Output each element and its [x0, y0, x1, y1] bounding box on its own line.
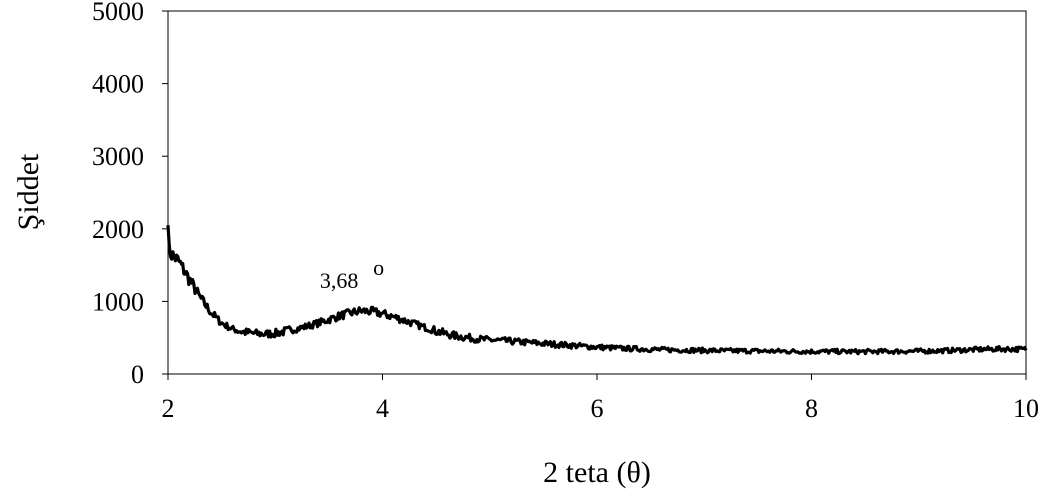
- intensity-line: [166, 225, 1028, 356]
- plot-area: [167, 10, 1027, 375]
- y-axis-ticks: 0 1000 2000 3000 4000 5000: [92, 0, 168, 389]
- x-tick-label: 6: [591, 394, 604, 423]
- y-tick-label: 3000: [92, 142, 144, 171]
- x-tick-label: 2: [162, 394, 175, 423]
- y-axis-title: Şiddet: [12, 153, 45, 230]
- x-tick-label: 8: [805, 394, 818, 423]
- y-tick-label: 2000: [92, 215, 144, 244]
- x-tick-label: 10: [1013, 394, 1039, 423]
- y-tick-label: 5000: [92, 0, 144, 26]
- x-axis-ticks: 2 4 6 8 10: [162, 374, 1039, 423]
- y-tick-label: 1000: [92, 287, 144, 316]
- x-tick-label: 4: [376, 394, 389, 423]
- x-axis-title: 2 teta (θ): [543, 456, 651, 489]
- peak-annotation-degree: o: [373, 255, 384, 280]
- y-tick-label: 4000: [92, 70, 144, 99]
- peak-annotation: 3,68: [320, 268, 359, 293]
- y-tick-label: 0: [131, 360, 144, 389]
